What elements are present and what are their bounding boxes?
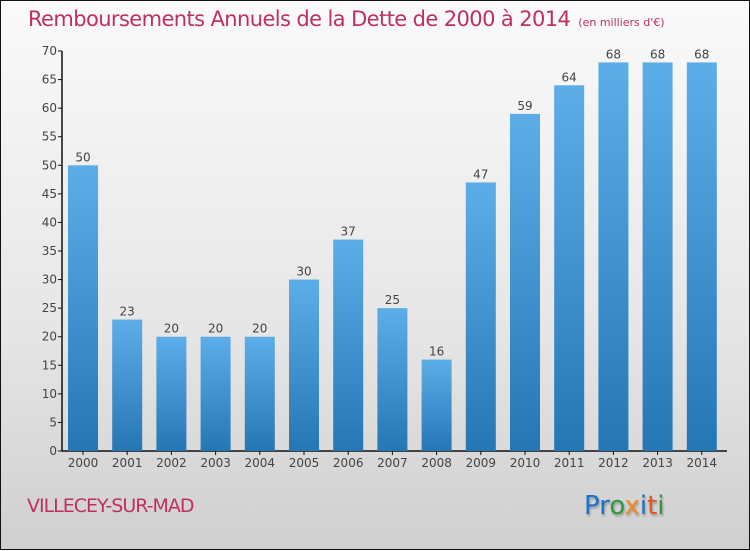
data-label-2014: 68 (694, 47, 709, 61)
y-tick-label: 0 (49, 444, 57, 458)
logo-letter: r (599, 491, 610, 521)
data-label-2011: 64 (562, 70, 577, 84)
x-tick-label: 2006 (333, 456, 364, 470)
x-tick-label: 2013 (642, 456, 673, 470)
logo-letter: x (624, 491, 640, 521)
bar-2008 (421, 359, 452, 451)
y-tick-label: 60 (42, 101, 57, 115)
bar-2001 (112, 319, 143, 451)
x-tick-label: 2011 (554, 456, 585, 470)
logo-letter: i (639, 491, 648, 521)
x-tick-label: 2014 (687, 456, 718, 470)
x-tick-label: 2002 (156, 456, 187, 470)
x-tick-label: 2012 (598, 456, 629, 470)
y-tick-label: 15 (42, 358, 57, 372)
data-label-2001: 23 (120, 305, 135, 319)
logo-letter: o (609, 491, 625, 521)
data-label-2002: 20 (164, 322, 179, 336)
y-tick-label: 45 (42, 187, 57, 201)
data-label-2006: 37 (341, 225, 356, 239)
city-name: VILLECEY-SUR-MAD (27, 495, 195, 517)
bar-2010 (510, 113, 540, 451)
data-label-2012: 68 (606, 47, 621, 61)
bar-2011 (554, 85, 585, 452)
bar-2014 (686, 62, 717, 452)
y-tick-label: 30 (42, 273, 57, 287)
x-tick-label: 2004 (245, 456, 276, 470)
bar-2009 (465, 182, 496, 451)
y-tick-label: 70 (42, 44, 57, 58)
y-tick-label: 5 (49, 415, 57, 429)
y-tick-label: 65 (42, 73, 57, 87)
bar-2004 (244, 336, 275, 451)
x-tick-label: 2010 (510, 456, 541, 470)
data-label-2007: 25 (385, 293, 400, 307)
data-label-2000: 50 (75, 150, 90, 164)
y-tick-label: 10 (42, 387, 57, 401)
y-tick-label: 35 (42, 244, 57, 258)
bar-2000 (68, 165, 98, 452)
y-tick-label: 55 (42, 130, 57, 144)
bar-2005 (289, 279, 319, 451)
logo-letter: i (657, 491, 665, 521)
logo-letter: t (647, 491, 658, 521)
bar-2013 (642, 62, 673, 452)
data-label-2009: 47 (473, 167, 488, 181)
chart-title-text: Remboursements Annuels de la Dette de 20… (28, 7, 571, 31)
x-tick-label: 2003 (200, 456, 231, 470)
bar-2006 (333, 239, 364, 451)
bar-2003 (200, 336, 231, 451)
x-tick-label: 2007 (377, 456, 408, 470)
y-tick-label: 40 (42, 215, 57, 229)
bar-2012 (598, 62, 629, 452)
data-label-2008: 16 (429, 345, 444, 359)
x-tick-label: 2001 (112, 456, 143, 470)
x-tick-label: 2005 (289, 456, 320, 470)
unit-label: (en milliers d'€) (578, 16, 665, 29)
data-label-2010: 59 (517, 99, 532, 113)
x-tick-label: 2008 (421, 456, 452, 470)
bar-2002 (156, 336, 187, 451)
data-label-2013: 68 (650, 47, 665, 61)
logo-letter: P (584, 491, 600, 521)
y-tick-label: 20 (42, 330, 57, 344)
data-label-2005: 30 (296, 265, 311, 279)
x-tick-label: 2009 (466, 456, 497, 470)
data-label-2004: 20 (252, 322, 267, 336)
data-label-2003: 20 (208, 322, 223, 336)
y-tick-label: 25 (42, 301, 57, 315)
bar-2007 (377, 308, 408, 451)
y-tick-label: 50 (42, 158, 57, 172)
x-tick-label: 2000 (68, 456, 99, 470)
chart-title: Remboursements Annuels de la Dette de 20… (28, 7, 665, 31)
proxiti-logo: Proxiti (584, 491, 665, 521)
